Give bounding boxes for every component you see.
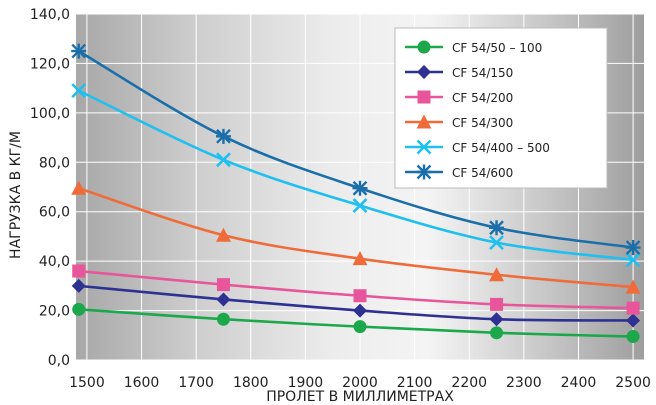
- x-tick-label: 1600: [124, 375, 160, 391]
- series-3: [72, 264, 640, 315]
- legend-item: CF 54/400 – 500: [405, 139, 550, 155]
- legend-marker: [416, 164, 432, 180]
- data-point: [626, 301, 640, 315]
- data-point: [216, 152, 231, 168]
- data-point: [71, 43, 87, 59]
- data-point: [216, 292, 231, 307]
- series-6: [71, 43, 641, 256]
- series-4: [71, 180, 641, 294]
- data-point: [625, 240, 641, 256]
- legend-label: CF 54/400 – 500: [452, 141, 550, 155]
- data-point: [625, 279, 641, 294]
- y-tick-label: 20,0: [39, 304, 70, 320]
- legend-label: CF 54/50 – 100: [452, 41, 542, 55]
- legend-item: CF 54/600: [405, 164, 513, 180]
- legend-label: CF 54/300: [452, 116, 513, 130]
- data-point: [353, 303, 367, 318]
- y-tick-label: 80,0: [39, 155, 70, 171]
- data-point: [71, 83, 87, 99]
- legend-item: CF 54/300: [405, 114, 513, 130]
- axes: 1500 1600 1700 1800 1900 2000 2100 2200 2300 2400…: [30, 7, 651, 391]
- x-tick-label: 2500: [615, 375, 651, 391]
- data-point: [71, 180, 87, 195]
- legend-marker: [417, 40, 431, 54]
- data-point: [353, 320, 367, 334]
- legend-label: CF 54/200: [452, 91, 513, 105]
- data-point: [216, 278, 230, 292]
- x-tick-label: 2300: [506, 375, 542, 391]
- data-point: [626, 330, 640, 344]
- x-tick-label: 1500: [69, 375, 105, 391]
- data-point: [489, 312, 504, 327]
- legend-item: CF 54/200: [405, 90, 513, 105]
- x-tick-label: 2100: [397, 375, 433, 391]
- data-point: [353, 289, 367, 303]
- legend-label: CF 54/150: [452, 66, 513, 80]
- x-tick-label: 2200: [451, 375, 487, 391]
- data-point: [626, 313, 641, 328]
- x-tick-label: 1700: [178, 375, 214, 391]
- legend-marker: [417, 65, 431, 79]
- series-group: [71, 43, 641, 344]
- y-tick-label: 120,0: [30, 56, 70, 72]
- data-point: [71, 278, 86, 293]
- legend-marker: [416, 114, 432, 129]
- legend-box: [394, 27, 608, 189]
- data-point: [352, 251, 368, 266]
- legend-marker: [416, 139, 432, 155]
- x-tick-label: 1900: [288, 375, 324, 391]
- legend-label: CF 54/600: [452, 166, 513, 180]
- y-tick-label: 60,0: [39, 205, 70, 221]
- data-point: [352, 198, 368, 213]
- data-point: [490, 326, 504, 340]
- legend-item: CF 54/50 – 100: [405, 40, 542, 55]
- data-point: [489, 235, 504, 251]
- data-point: [72, 264, 86, 278]
- y-tick-label: 0,0: [48, 353, 70, 369]
- x-tick-label: 1800: [233, 375, 269, 391]
- series-1: [72, 302, 640, 344]
- data-point: [625, 252, 641, 268]
- series-2: [71, 278, 641, 328]
- data-point: [489, 220, 505, 236]
- data-point: [215, 128, 231, 144]
- x-tick-label: 2400: [561, 375, 597, 391]
- legend-item: CF 54/150: [405, 65, 513, 80]
- data-point: [489, 267, 505, 282]
- data-point: [215, 227, 231, 242]
- legend-marker: [417, 90, 431, 104]
- y-tick-label: 40,0: [39, 254, 70, 270]
- y-axis-label: НАГРУЗКА В КГ/М: [8, 131, 24, 259]
- data-point: [72, 302, 86, 316]
- series-5: [71, 83, 641, 268]
- legend: CF 54/50 – 100 CF 54/150 CF 54/200 CF 54/30…: [394, 27, 608, 189]
- y-tick-label: 140,0: [30, 7, 70, 23]
- data-point: [490, 297, 504, 311]
- data-point: [216, 312, 230, 326]
- data-point: [352, 180, 368, 196]
- y-tick-label: 100,0: [30, 106, 70, 122]
- x-axis-label: ПРОЛЕТ В МИЛЛИМЕТРАХ: [266, 389, 454, 405]
- x-tick-label: 2000: [342, 375, 378, 391]
